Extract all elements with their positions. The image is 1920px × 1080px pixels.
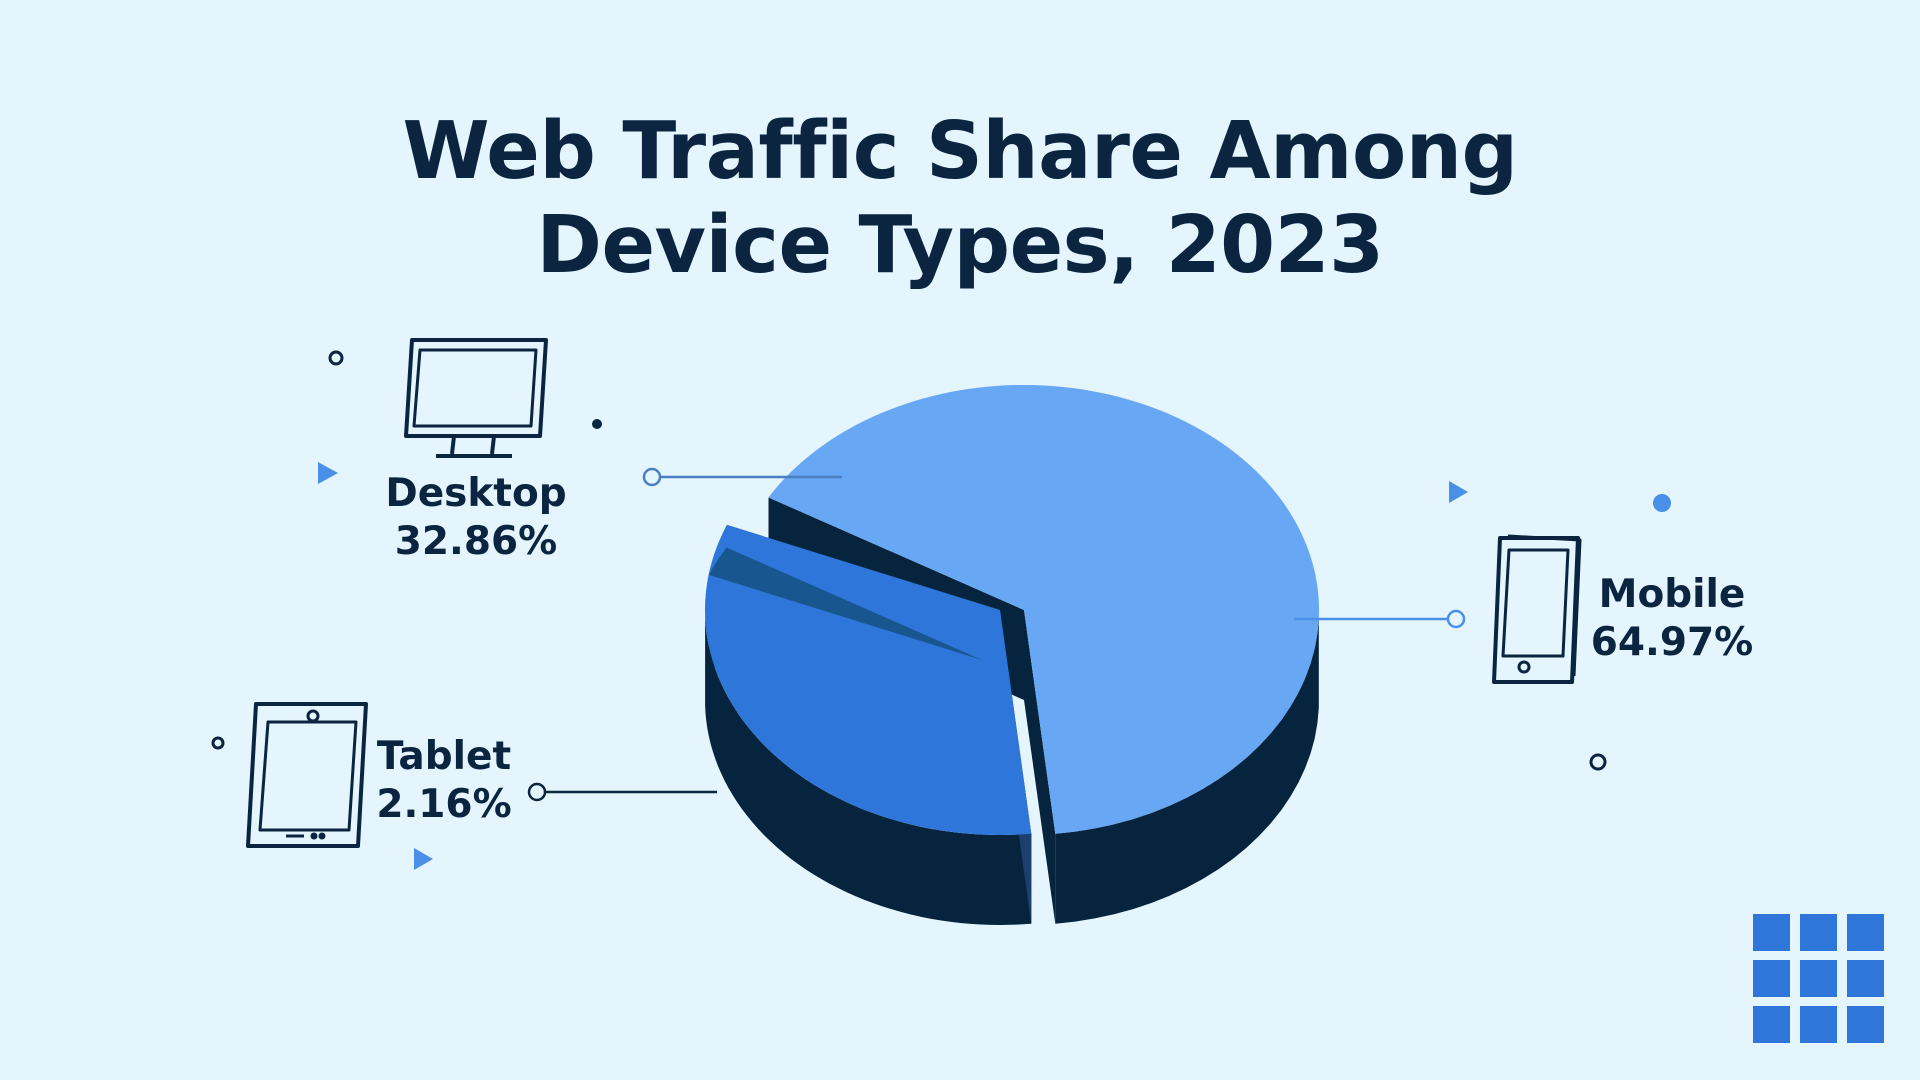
decor-dot-icon	[592, 419, 602, 429]
slice-cut-mobile-1	[1024, 610, 1056, 924]
tablet-icon	[246, 702, 368, 848]
label-desktop-name: Desktop	[385, 471, 567, 516]
logo-cell	[1847, 960, 1884, 997]
decor-play-icon	[1449, 481, 1468, 503]
desktop-monitor-icon	[404, 338, 548, 458]
logo-cell	[1800, 914, 1837, 951]
slice-wall-desktop	[705, 615, 1032, 925]
decor-circle-icon	[328, 350, 344, 366]
label-tablet-name: Tablet	[376, 734, 512, 779]
decor-circle-icon	[1589, 753, 1607, 771]
background-decorations	[211, 350, 1671, 870]
leader-endpoint-tablet	[527, 782, 547, 802]
label-desktop: Desktop 32.86%	[376, 470, 576, 566]
pie-body	[705, 384, 1320, 925]
decor-circle-icon	[211, 736, 225, 750]
decor-play-icon	[318, 462, 338, 484]
label-mobile-value: 64.97%	[1590, 620, 1754, 665]
label-mobile: Mobile 64.97%	[1572, 571, 1772, 667]
label-tablet: Tablet 2.16%	[344, 733, 544, 829]
label-mobile-name: Mobile	[1598, 572, 1746, 617]
leader-lines	[527, 467, 1466, 802]
chart-title-line-1: Web Traffic Share Among	[402, 105, 1518, 197]
chart-title: Web Traffic Share Among Device Types, 20…	[0, 104, 1920, 292]
logo-cell	[1753, 1006, 1790, 1043]
decor-play-icon	[414, 848, 433, 870]
logo-cell	[1753, 914, 1790, 951]
logo-cell	[1800, 1006, 1837, 1043]
logo-cell	[1800, 960, 1837, 997]
label-desktop-value: 32.86%	[394, 519, 558, 564]
logo-cell	[1753, 960, 1790, 997]
logo-cell	[1847, 914, 1884, 951]
slice-tablet	[708, 547, 982, 660]
decor-dot-icon	[1653, 494, 1671, 512]
slice-wall-mobile	[1055, 618, 1319, 924]
leader-endpoint-mobile	[1446, 609, 1466, 629]
chart-title-line-2: Device Types, 2023	[536, 199, 1384, 291]
slice-desktop	[705, 524, 1032, 835]
grid-logo-icon	[1753, 914, 1884, 1043]
label-tablet-value: 2.16%	[376, 782, 512, 827]
logo-cell	[1847, 1006, 1884, 1043]
leader-endpoint-desktop	[642, 467, 662, 487]
smartphone-icon	[1492, 534, 1582, 684]
slice-mobile	[768, 384, 1320, 834]
